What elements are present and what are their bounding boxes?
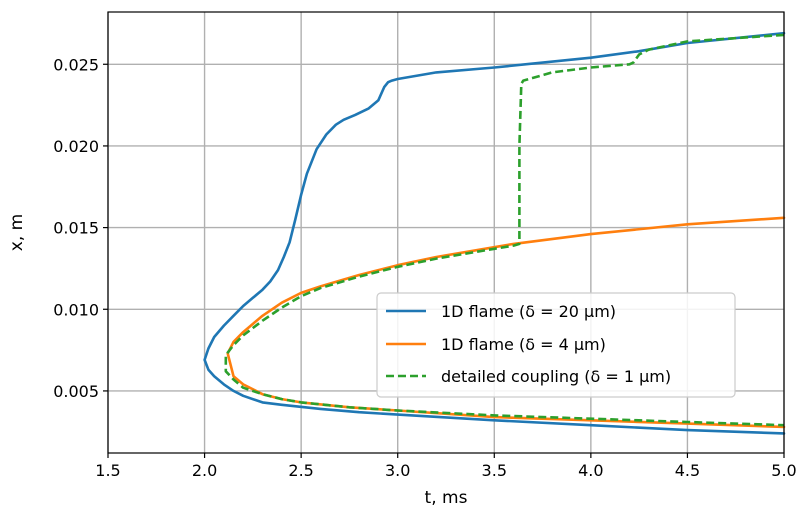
x-tick-label: 5.0 (771, 461, 796, 480)
y-axis-label: x, m (7, 214, 27, 251)
plot-frame (107, 11, 785, 454)
series-line-0 (203, 31, 786, 435)
y-tick-label: 0.025 (53, 55, 99, 74)
legend-label-20um: 1D flame (δ = 20 μm) (441, 302, 616, 321)
series-layer (203, 31, 786, 435)
series-line-2 (224, 33, 785, 427)
x-tick-label: 2.5 (288, 461, 313, 480)
x-tick-label: 4.0 (578, 461, 603, 480)
y-tick-label: 0.020 (53, 137, 99, 156)
y-tick-label: 0.015 (53, 219, 99, 238)
legend-label-1um: detailed coupling (δ = 1 μm) (441, 367, 671, 386)
y-tick-label: 0.005 (53, 382, 99, 401)
x-axis-label: t, ms (425, 488, 468, 508)
legend: 1D flame (δ = 20 μm) 1D flame (δ = 4 μm)… (376, 292, 736, 398)
series-line-1 (226, 216, 786, 429)
x-tick-label: 4.5 (675, 461, 700, 480)
ticks: 1.5 2.0 2.5 3.0 3.5 4.0 4.5 5.0 0.005 0.010 0.015 0… (53, 55, 797, 480)
y-tick-label: 0.010 (53, 300, 99, 319)
x-tick-label: 2.0 (192, 461, 217, 480)
x-tick-label: 3.5 (482, 461, 507, 480)
legend-label-4um: 1D flame (δ = 4 μm) (441, 335, 606, 354)
x-tick-label: 1.5 (95, 461, 120, 480)
legend-box (376, 292, 736, 398)
x-tick-label: 3.0 (385, 461, 410, 480)
